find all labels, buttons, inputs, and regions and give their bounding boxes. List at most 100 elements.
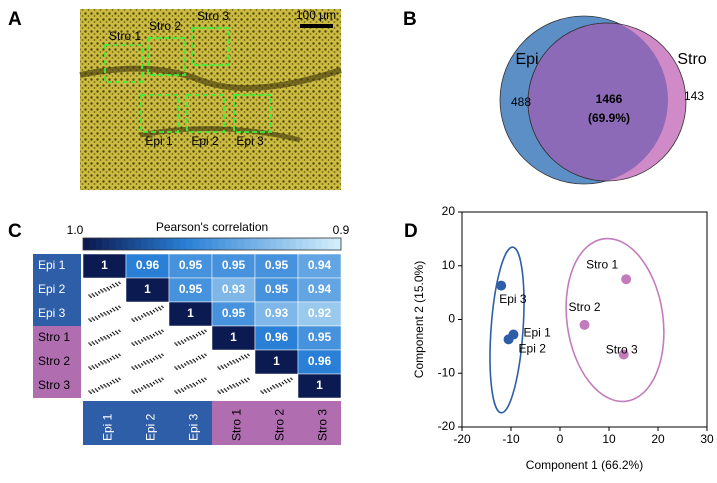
scatter-thumb-dot [119, 306, 121, 309]
heat-cell [254, 277, 299, 303]
cell-value: 1 [187, 306, 194, 320]
tissue-fold [139, 126, 301, 143]
scatter-thumb-dot [149, 310, 151, 313]
scatter-thumb-dot [98, 388, 101, 390]
scatter-thumb-dot [114, 306, 117, 309]
scatter-thumb-dot [109, 381, 112, 384]
scatter-thumb-dot [98, 340, 101, 342]
scatter-thumb-dot [218, 367, 220, 369]
scatter-thumb-dot [183, 339, 186, 341]
scatter-thumb-dot [217, 390, 219, 392]
scatter-thumb-dot [131, 390, 133, 392]
scatter-thumb-dot [93, 391, 96, 393]
scatter-thumb-dot [90, 296, 92, 299]
scatter-thumb-dot [283, 379, 286, 382]
scatter-thumb-dot [101, 290, 103, 292]
scatter-thumb-dot [148, 362, 150, 364]
scatter-thumb-dot [182, 390, 185, 392]
scatter-thumb-dot [274, 387, 276, 389]
scatter-thumb-dot [265, 391, 268, 393]
colorbar-segment [321, 238, 329, 250]
scatter-thumb-dot [133, 344, 135, 347]
scatter-thumb-dot [139, 342, 142, 344]
x-tick-label: -20 [453, 432, 471, 446]
scatter-thumb-dot [115, 355, 118, 358]
scatter-thumb-dot [119, 330, 121, 333]
colorbar-segment [289, 238, 297, 250]
scatter-thumb-dot [150, 311, 153, 314]
scatter-thumb-dot [187, 386, 189, 388]
scatter-thumb-dot [141, 316, 144, 318]
col-label: Stro 3 [316, 409, 330, 441]
panel-letter: A [8, 9, 22, 30]
colorbar-segment [315, 238, 323, 250]
scatter-thumb-dot [107, 383, 110, 386]
scatter-thumb-dot [177, 341, 180, 343]
panel-letter: B [403, 9, 417, 30]
scatter-thumb-dot [117, 332, 119, 335]
colorbar-segment [115, 238, 123, 250]
cell-value: 0.95 [222, 258, 246, 272]
scatter-thumb-dot [113, 333, 116, 336]
colorbar-segment [276, 238, 284, 250]
scatter-thumb-dot [109, 309, 112, 312]
scatter-thumb-dot [131, 342, 133, 344]
scatter-thumb-dot [155, 332, 158, 335]
scatter-thumb-dot [204, 377, 206, 380]
point [621, 274, 632, 285]
colorbar-segment [218, 238, 226, 250]
scatter-thumb-dot [160, 356, 162, 359]
cell-value: 0.96 [136, 258, 160, 272]
scatter-thumb-dot [260, 390, 262, 392]
colorbar-segment [231, 238, 239, 250]
scatter-thumb-dot [102, 315, 104, 317]
col-label: Epi 3 [187, 413, 201, 441]
scatter-thumb-dot [107, 287, 110, 290]
scatter-thumb-dot [153, 382, 156, 385]
scatter-thumb-dot [187, 362, 189, 364]
scatter-thumb-dot [149, 358, 151, 361]
scatter-thumb-dot [217, 366, 219, 368]
scatter-thumb-dot [150, 359, 153, 362]
scatter-thumb-dot [193, 335, 196, 338]
scatter-thumb-dot [90, 392, 92, 395]
col-label-bg [298, 401, 341, 445]
point [503, 334, 514, 345]
scatter-thumb-dot [133, 392, 135, 395]
scatter-thumb-dot [184, 340, 187, 342]
scatter-thumb-dot [271, 384, 274, 387]
region-box [140, 94, 179, 133]
scatter-thumb-dot [263, 389, 266, 391]
scatter-thumb-dot [221, 390, 224, 392]
scatter-thumb-dot [154, 331, 157, 334]
scatter-thumb-dot [205, 330, 207, 333]
scatter-thumb-dot [91, 389, 94, 391]
scatter-thumb-dot [184, 364, 187, 366]
col-label-bg [83, 401, 126, 445]
col-label: Stro 1 [230, 409, 244, 441]
scatter-thumb-dot [160, 308, 162, 311]
scatter-thumb-dot [91, 365, 94, 367]
scatter-thumb-dot [139, 318, 142, 320]
colorbar-segment [250, 238, 258, 250]
scatter-thumb-dot [242, 357, 245, 360]
scatter-thumb-dot [89, 343, 91, 345]
scatter-thumb-dot [95, 389, 98, 391]
scatter-thumb-dot [176, 344, 178, 347]
scatter-thumb-dot [106, 310, 108, 313]
scatter-thumb-dot [118, 377, 120, 380]
region-label: Epi 1 [145, 134, 173, 148]
scatter-thumb-dot [176, 368, 178, 371]
scatter-thumb-dot [187, 338, 189, 340]
region-box [104, 44, 143, 83]
scatter-thumb-dot [152, 381, 155, 384]
scatter-thumb-dot [134, 389, 137, 391]
scatter-thumb-dot [175, 343, 177, 345]
scatter-thumb-dot [95, 317, 98, 319]
heat-cell [211, 325, 256, 351]
scatter-thumb-dot [108, 361, 111, 363]
scatter-thumb-dot [242, 381, 245, 384]
scatter-thumb-dot [161, 305, 163, 308]
scatter-thumb-dot [119, 378, 121, 381]
